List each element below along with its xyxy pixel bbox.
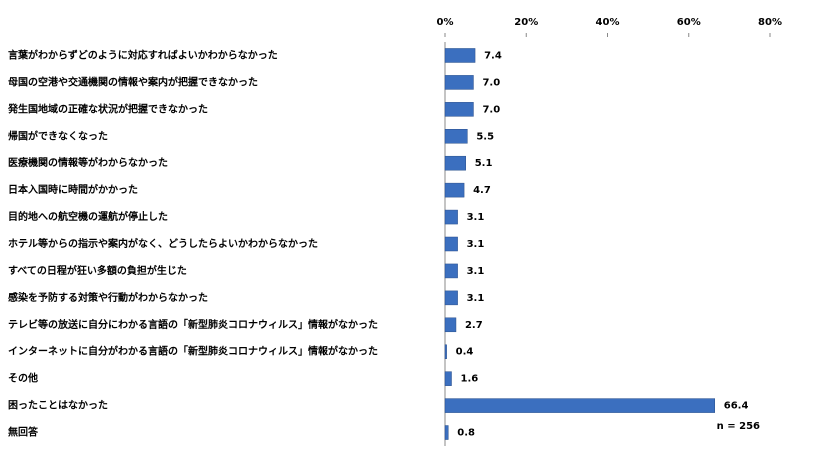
value-label: 7.4: [484, 50, 502, 61]
value-label: 3.1: [467, 266, 485, 277]
bar: [444, 102, 474, 117]
bar: [444, 155, 466, 171]
x-tick-label: 80%: [758, 17, 782, 28]
x-tick-label: 0%: [437, 17, 454, 28]
y-tick-label: 帰国ができなくなった: [8, 129, 108, 142]
y-tick-label: ホテル等からの指示や案内がなく、どうしたらよいかわからなかった: [8, 237, 318, 250]
bar: [444, 290, 458, 306]
value-label: 7.0: [482, 104, 500, 115]
x-tick-label: 60%: [677, 17, 701, 28]
y-tick-label: 発生国地域の正確な状況が把握できなかった: [7, 102, 208, 115]
y-tick-label: インターネットに自分がわかる言語の「新型肺炎コロナウィルス」情報がなかった: [8, 345, 378, 358]
y-tick-label: テレビ等の放送に自分にわかる言語の「新型肺炎コロナウィルス」情報がなかった: [8, 318, 378, 331]
bar: [444, 425, 449, 440]
y-tick-label: 日本入国時に時間がかかった: [8, 183, 138, 196]
y-tick-label: 母国の空港や交通機関の情報や案内が把握できなかった: [8, 75, 258, 88]
y-tick-label: 医療機関の情報等がわからなかった: [8, 156, 168, 169]
x-tick-label: 20%: [514, 17, 538, 28]
y-tick-label: 無回答: [8, 426, 39, 439]
value-label: 7.0: [482, 77, 500, 88]
value-label: 1.6: [461, 374, 479, 385]
bar: [444, 398, 715, 413]
x-tick-label: 40%: [596, 17, 620, 28]
y-tick-label: その他: [8, 372, 38, 385]
y-tick-label: すべての日程が狂い多額の負担が生じた: [8, 264, 187, 277]
value-label: 3.1: [467, 212, 485, 223]
bar: [444, 48, 476, 63]
value-label: 5.1: [475, 158, 493, 169]
bar: [444, 263, 458, 279]
value-label: 5.5: [476, 131, 494, 142]
bar: [444, 371, 452, 386]
bar: [444, 182, 465, 198]
bar: [444, 344, 447, 359]
value-label: 66.4: [724, 401, 749, 412]
bar: [444, 75, 474, 90]
value-label: 3.1: [467, 239, 485, 250]
y-tick-label: 困ったことはなかった: [8, 400, 108, 412]
bar: [444, 209, 458, 225]
annotation: n = 256: [717, 421, 760, 432]
y-tick-label: 目的地への航空機の運航が停止した: [8, 210, 168, 223]
bar: [444, 129, 468, 144]
bar: [444, 236, 458, 252]
value-label: 0.8: [457, 428, 475, 439]
bar: [444, 317, 457, 333]
value-label: 3.1: [467, 293, 485, 304]
y-tick-label: 感染を予防する対策や行動がわからなかった: [8, 291, 208, 304]
value-label: 0.4: [456, 347, 474, 358]
y-tick-label: 言葉がわからずどのように対応すればよいかわからなかった: [8, 48, 278, 61]
value-label: 2.7: [465, 320, 483, 331]
value-label: 4.7: [473, 185, 491, 196]
